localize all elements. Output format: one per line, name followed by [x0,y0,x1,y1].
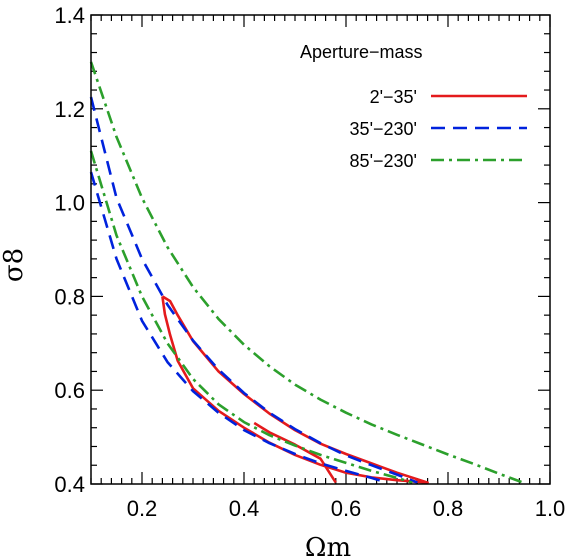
x-tick-label: 0.8 [433,496,464,521]
series-3 [89,61,525,485]
y-axis-label: σ8 [0,248,29,282]
contour-line [89,171,388,484]
legend-title: Aperture−mass [300,42,423,62]
contour-line [89,150,413,484]
series-2 [89,96,418,484]
x-tick-label: 0.4 [229,496,260,521]
legend: Aperture−mass 2'−35' 35'−230' 85'−230' [300,42,527,171]
x-tick-label: 1.0 [535,496,566,521]
axis-ticks [90,14,551,485]
legend-label: 35'−230' [350,119,417,139]
x-tick-label: 0.2 [127,496,158,521]
contour-curves [89,61,525,485]
legend-label: 2'−35' [370,87,417,107]
y-tick-label: 0.8 [54,284,85,309]
y-tick-label: 1.4 [54,3,85,28]
contour-line [89,61,525,485]
contour-line [89,96,418,484]
x-tick-label: 0.6 [331,496,362,521]
tick-labels: 0.2 0.4 0.6 0.8 1.0 0.4 0.6 0.8 1.0 1.2 1.4 [54,3,565,521]
legend-label: 85'−230' [350,151,417,171]
legend-entries: 2'−35' 35'−230' 85'−230' [350,87,527,171]
y-tick-label: 1.0 [54,191,85,216]
y-tick-label: 0.4 [54,472,85,497]
y-tick-label: 1.2 [54,97,85,122]
y-tick-label: 0.6 [54,378,85,403]
plot-frame [90,14,551,485]
x-axis-label: Ωm [305,533,351,560]
